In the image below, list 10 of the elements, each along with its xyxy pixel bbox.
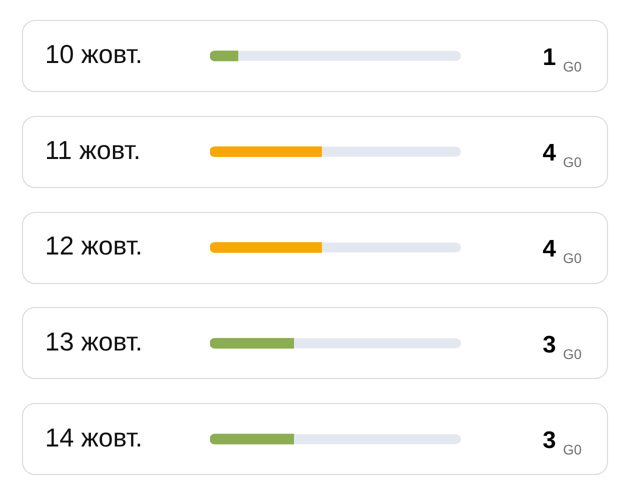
data-label: 1 G0 — [542, 44, 582, 74]
y-tick-label: 14 жовт. — [45, 422, 142, 452]
y-tick-label: 11 жовт. — [45, 134, 141, 165]
data-label: 3 G0 — [542, 427, 582, 458]
data-label: 4 G0 — [542, 140, 582, 170]
data-label: 3 G0 — [542, 331, 582, 362]
y-tick-label: 10 жовт. — [45, 39, 142, 70]
y-tick-label: 12 жовт. — [45, 230, 142, 261]
y-tick-label: 13 жовт. — [45, 326, 142, 356]
data-label: 4 G0 — [542, 236, 582, 266]
